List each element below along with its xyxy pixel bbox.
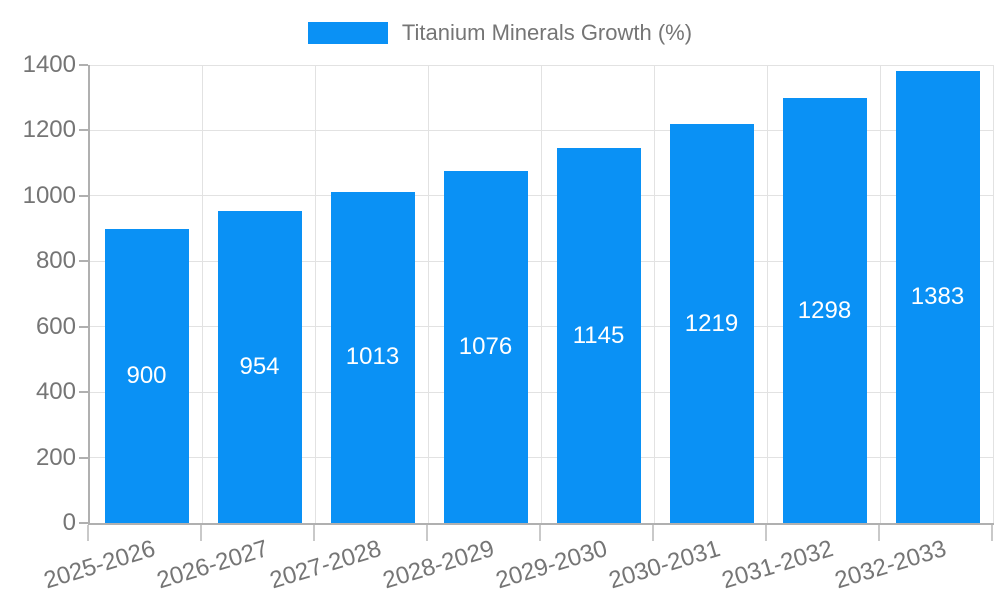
bar[interactable]: 900 <box>104 228 189 523</box>
bar-value-label: 1383 <box>910 282 965 310</box>
v-gridline <box>654 65 655 523</box>
bar[interactable]: 1013 <box>330 191 415 523</box>
y-axis-tick-label: 1400 <box>22 51 76 78</box>
y-axis-tick-mark <box>79 456 88 459</box>
x-axis-tick-label: 2025-2026 <box>40 535 159 595</box>
y-axis-tick-mark <box>79 325 88 328</box>
bar[interactable]: 1076 <box>443 171 528 523</box>
y-axis-tick-mark <box>79 194 88 197</box>
h-gridline <box>90 195 994 197</box>
bar[interactable]: 1219 <box>669 124 754 523</box>
v-gridline <box>202 65 203 523</box>
y-axis-tick-label: 600 <box>35 312 76 340</box>
x-axis-tick-mark <box>652 525 654 541</box>
y-axis-tick-label: 1200 <box>22 116 76 144</box>
y-axis-tick-label: 200 <box>35 443 76 471</box>
bar-value-label: 954 <box>239 352 280 380</box>
y-axis-tick-mark <box>79 129 88 132</box>
legend-series-label: Titanium Minerals Growth (%) <box>401 20 693 45</box>
bar-value-label: 900 <box>126 361 167 389</box>
plot-area: 900 954 1013 1076 1145 1219 1298 1383 <box>88 64 994 525</box>
y-axis-tick-mark <box>79 260 88 263</box>
y-axis-tick-label: 400 <box>35 378 76 406</box>
h-gridline <box>90 457 994 459</box>
x-axis-tick-mark <box>200 525 202 541</box>
x-axis-tick-label: 2026-2027 <box>153 535 272 595</box>
y-axis-tick-mark <box>79 64 88 66</box>
y-axis-tick-label: 1000 <box>22 181 76 209</box>
bar-value-label: 1013 <box>345 343 400 371</box>
h-gridline <box>90 391 994 393</box>
v-gridline <box>767 65 768 523</box>
y-axis-tick-mark <box>79 522 88 524</box>
y-axis-tick-mark <box>79 391 88 394</box>
bar[interactable]: 954 <box>217 210 302 523</box>
x-axis-tick-label: 2029-2030 <box>492 535 611 595</box>
x-axis-tick-mark <box>878 525 880 541</box>
legend[interactable]: Titanium Minerals Growth (%) <box>0 18 1000 48</box>
x-axis-tick-mark <box>426 525 428 541</box>
y-axis-tick-label: 800 <box>35 247 76 275</box>
x-axis-tick-mark <box>313 525 315 541</box>
x-axis-tick-label: 2032-2033 <box>831 535 950 595</box>
bar-value-label: 1145 <box>572 321 625 349</box>
bar-value-label: 1219 <box>684 309 739 337</box>
bar[interactable]: 1383 <box>895 70 980 523</box>
v-gridline <box>315 65 316 523</box>
x-axis-tick-mark <box>87 525 89 541</box>
v-gridline <box>541 65 542 523</box>
x-axis-tick-label: 2027-2028 <box>266 535 385 595</box>
v-gridline <box>428 65 429 523</box>
x-axis-tick-label: 2028-2029 <box>379 535 498 595</box>
bar-value-label: 1298 <box>797 296 852 324</box>
x-axis-tick-label: 2030-2031 <box>605 535 724 595</box>
h-gridline <box>90 326 994 328</box>
bar[interactable]: 1298 <box>782 98 867 523</box>
x-axis-tick-mark <box>765 525 767 541</box>
h-gridline <box>90 260 994 262</box>
bar[interactable]: 1145 <box>556 148 641 523</box>
legend-swatch-icon <box>307 22 388 44</box>
h-gridline <box>90 129 994 131</box>
bar-value-label: 1076 <box>458 333 513 360</box>
v-gridline <box>993 65 994 523</box>
y-axis-tick-label: 0 <box>62 509 76 536</box>
x-axis-tick-mark <box>539 525 541 541</box>
x-axis-tick-mark <box>991 525 993 541</box>
x-axis-tick-label: 2031-2032 <box>718 535 837 595</box>
v-gridline <box>880 65 881 523</box>
h-gridline <box>90 64 994 66</box>
